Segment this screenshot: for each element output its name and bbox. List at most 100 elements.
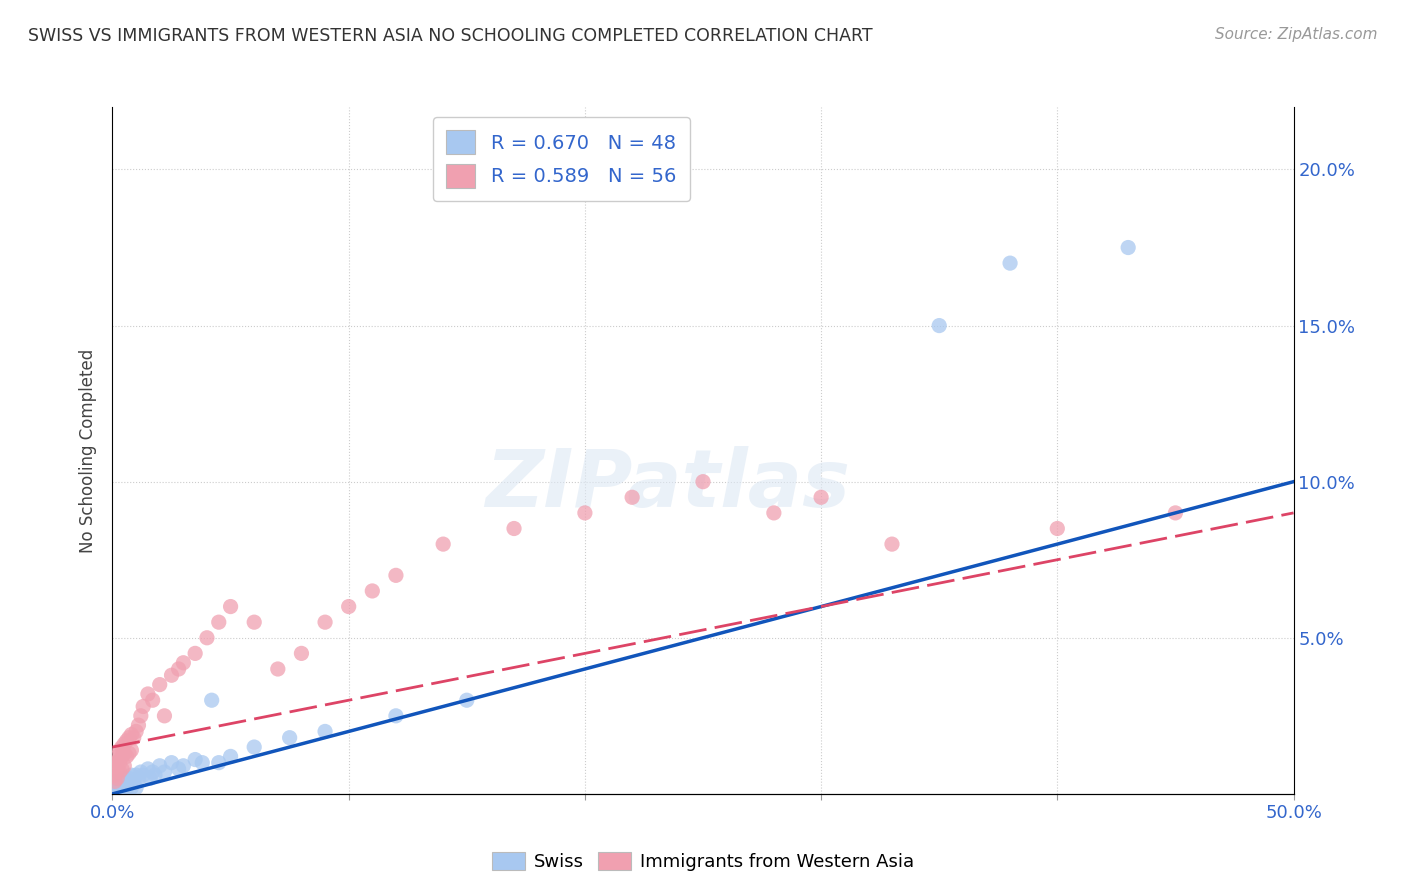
Point: [432, 537, 454, 551]
Point: [136, 762, 159, 776]
Point: [115, 733, 138, 747]
Text: Source: ZipAtlas.com: Source: ZipAtlas.com: [1215, 27, 1378, 42]
Point: [118, 746, 141, 760]
Point: [105, 780, 128, 795]
Point: [142, 764, 165, 780]
Point: [149, 758, 172, 772]
Point: [149, 678, 172, 692]
Point: [120, 743, 142, 757]
Point: [112, 784, 135, 797]
Point: [112, 777, 135, 792]
Point: [104, 780, 127, 795]
Point: [456, 693, 478, 707]
Point: [108, 780, 131, 795]
Point: [153, 708, 176, 723]
Point: [104, 756, 127, 770]
Point: [125, 768, 148, 782]
Point: [142, 693, 165, 707]
Point: [112, 771, 135, 786]
Point: [191, 756, 214, 770]
Point: [118, 777, 141, 792]
Point: [104, 777, 127, 792]
Point: [208, 615, 231, 630]
Point: [167, 762, 190, 776]
Point: [108, 784, 131, 797]
Point: [574, 506, 596, 520]
Point: [108, 764, 131, 780]
Point: [167, 662, 190, 676]
Point: [172, 758, 194, 772]
Point: [219, 749, 242, 764]
Point: [108, 756, 131, 770]
Point: [278, 731, 301, 745]
Point: [172, 656, 194, 670]
Point: [111, 740, 134, 755]
Point: [120, 780, 142, 795]
Y-axis label: No Schooling Completed: No Schooling Completed: [79, 349, 97, 552]
Point: [928, 318, 950, 333]
Point: [1046, 521, 1069, 535]
Point: [115, 749, 138, 764]
Point: [160, 668, 183, 682]
Point: [314, 615, 336, 630]
Point: [105, 771, 128, 786]
Point: [111, 762, 134, 776]
Point: [127, 771, 149, 786]
Point: [115, 780, 138, 795]
Point: [692, 475, 714, 489]
Point: [111, 780, 134, 795]
Point: [267, 662, 290, 676]
Point: [104, 762, 127, 776]
Point: [125, 724, 148, 739]
Point: [111, 749, 134, 764]
Point: [122, 731, 145, 745]
Point: [105, 774, 128, 789]
Point: [108, 777, 131, 792]
Point: [132, 699, 155, 714]
Point: [337, 599, 360, 614]
Point: [385, 708, 408, 723]
Point: [118, 771, 141, 786]
Point: [111, 774, 134, 789]
Point: [998, 256, 1021, 270]
Point: [621, 490, 644, 504]
Point: [136, 687, 159, 701]
Point: [208, 756, 231, 770]
Point: [184, 646, 207, 660]
Point: [361, 583, 384, 598]
Point: [115, 774, 138, 789]
Point: [120, 728, 142, 742]
Text: SWISS VS IMMIGRANTS FROM WESTERN ASIA NO SCHOOLING COMPLETED CORRELATION CHART: SWISS VS IMMIGRANTS FROM WESTERN ASIA NO…: [28, 27, 873, 45]
Point: [880, 537, 903, 551]
Point: [314, 724, 336, 739]
Point: [195, 631, 218, 645]
Point: [243, 615, 266, 630]
Point: [290, 646, 312, 660]
Point: [385, 568, 408, 582]
Legend: R = 0.670   N = 48, R = 0.589   N = 56: R = 0.670 N = 48, R = 0.589 N = 56: [433, 117, 690, 202]
Point: [1164, 506, 1187, 520]
Point: [112, 737, 135, 751]
Point: [129, 764, 152, 780]
Point: [243, 740, 266, 755]
Point: [105, 749, 128, 764]
Point: [105, 784, 128, 797]
Point: [104, 774, 127, 789]
Point: [219, 599, 242, 614]
Point: [503, 521, 526, 535]
Point: [104, 784, 127, 797]
Point: [105, 756, 128, 770]
Point: [105, 762, 128, 776]
Point: [129, 708, 152, 723]
Point: [810, 490, 832, 504]
Point: [104, 768, 127, 782]
Point: [143, 768, 166, 782]
Point: [125, 780, 148, 795]
Point: [1116, 240, 1139, 255]
Point: [139, 771, 162, 786]
Point: [762, 506, 785, 520]
Point: [112, 758, 135, 772]
Point: [120, 768, 142, 782]
Point: [122, 774, 145, 789]
Text: ZIPatlas: ZIPatlas: [485, 446, 851, 524]
